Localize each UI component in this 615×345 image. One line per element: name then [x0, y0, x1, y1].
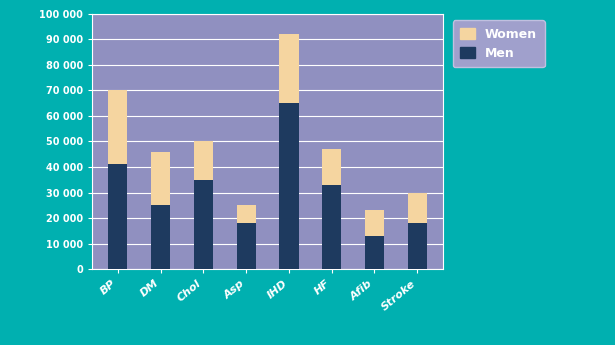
Bar [279, 34, 298, 103]
Legend: Women, Men: Women, Men [453, 20, 545, 67]
Bar [108, 90, 127, 165]
Bar [408, 223, 427, 269]
Bar [408, 193, 427, 223]
Bar [365, 210, 384, 236]
Bar [322, 149, 341, 185]
Bar [151, 205, 170, 269]
Bar [237, 223, 256, 269]
Bar [365, 236, 384, 269]
Bar [108, 165, 127, 269]
Bar [279, 103, 298, 269]
Bar [194, 141, 213, 180]
Bar [322, 185, 341, 269]
Bar [151, 152, 170, 205]
Bar [237, 205, 256, 223]
Bar [194, 180, 213, 269]
